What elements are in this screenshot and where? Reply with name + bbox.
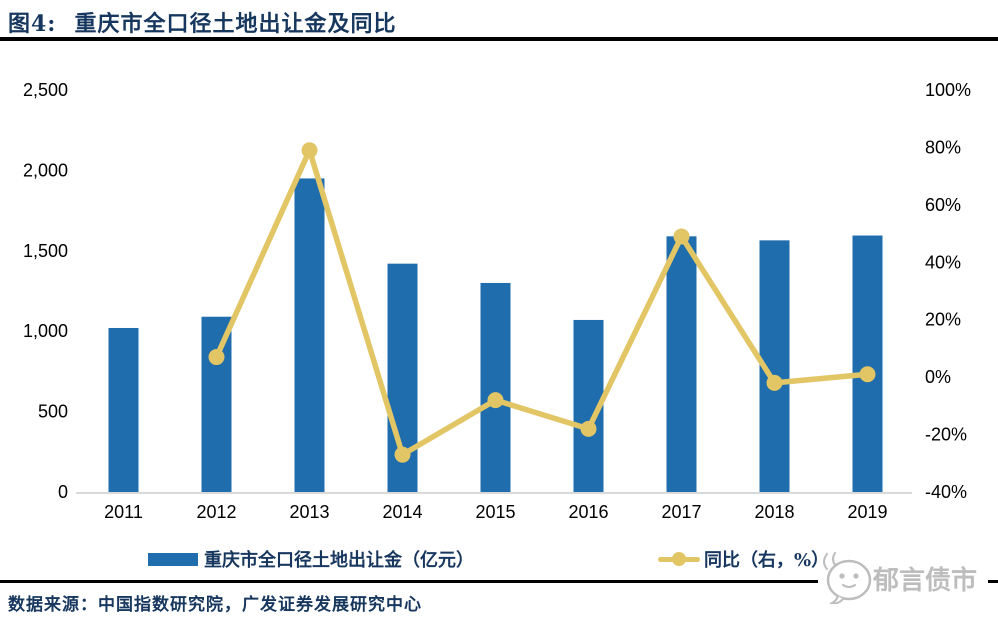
right-axis-tick-40%: 40% xyxy=(925,252,961,272)
x-axis-label-2015: 2015 xyxy=(475,502,515,522)
figure-number-label: 图4: xyxy=(8,11,57,37)
legend-item-line-series: 同比（右，%） xyxy=(658,546,829,572)
x-axis-label-2014: 2014 xyxy=(382,502,422,522)
logo-eye-right xyxy=(853,573,859,579)
logo-speech-bubble xyxy=(826,559,872,601)
left-axis-tick-2,000: 2,000 xyxy=(23,160,68,180)
x-axis-label-2013: 2013 xyxy=(289,502,329,522)
chart-title-text: 重庆市全口径土地出让金及同比 xyxy=(74,11,397,37)
bar-2015 xyxy=(480,282,511,492)
chart-legend: 重庆市全口径土地出让金（亿元） 同比（右，%） xyxy=(0,542,998,574)
bar-2017 xyxy=(666,236,697,492)
line-series-swatch xyxy=(658,552,700,566)
yoy-marker-2012 xyxy=(208,349,225,366)
legend-item-bar-series: 重庆市全口径土地出让金（亿元） xyxy=(148,546,474,572)
right-axis-tick-100%: 100% xyxy=(925,80,971,100)
right-axis-tick-0%: 0% xyxy=(925,367,951,387)
x-axis-label-2019: 2019 xyxy=(847,502,887,522)
bar-2012 xyxy=(201,316,232,492)
bar-series-label: 重庆市全口径土地出让金（亿元） xyxy=(204,550,474,571)
chart-title: 图4: 重庆市全口径土地出让金及同比 xyxy=(8,6,396,38)
yoy-line xyxy=(213,147,871,458)
x-axis-label-2017: 2017 xyxy=(661,502,701,522)
x-axis-label-2011: 2011 xyxy=(104,502,143,522)
line-series-label: 同比（右，%） xyxy=(704,550,830,571)
yoy-marker-2013 xyxy=(301,142,318,159)
left-axis-tick-1,500: 1,500 xyxy=(23,241,68,261)
bar-2019 xyxy=(852,235,883,493)
left-axis-tick-500: 500 xyxy=(38,402,68,422)
logo-text: 郁言债市 xyxy=(872,565,977,596)
bar-series-swatch xyxy=(148,552,198,566)
logo-eye-left xyxy=(839,573,845,579)
footer-divider-rule xyxy=(0,580,998,583)
logo-mouth xyxy=(842,584,856,588)
yoy-marker-2015 xyxy=(487,392,504,409)
right-axis-tick-20%: 20% xyxy=(925,310,961,330)
left-axis-tick-2,500: 2,500 xyxy=(23,80,68,100)
x-axis-label-2016: 2016 xyxy=(568,502,608,522)
left-axis-tick-0: 0 xyxy=(58,482,68,502)
x-axis-label-2012: 2012 xyxy=(196,502,236,522)
yoy-marker-2018 xyxy=(766,374,783,391)
yoy-marker-2019 xyxy=(859,366,876,383)
x-axis-label-2018: 2018 xyxy=(754,502,794,522)
logo-arc-right xyxy=(832,552,836,566)
title-divider-rule xyxy=(0,37,998,41)
combo-chart-svg: 2,500 2,000 1,500 1,000 500 0 100% 80% 60% 40% 20%… xyxy=(23,80,971,522)
right-axis-tick-60%: 60% xyxy=(925,195,961,215)
yoy-marker-2014 xyxy=(394,446,411,463)
left-axis-tick-1,000: 1,000 xyxy=(23,321,68,341)
line-series-swatch-marker xyxy=(672,552,686,566)
brand-watermark-svg: 郁言债市 xyxy=(823,552,977,605)
bar-2011 xyxy=(108,327,139,492)
right-axis-tick--40%: -40% xyxy=(925,482,967,502)
data-source-note: 数据来源：中国指数研究院，广发证券发展研究中心 xyxy=(8,595,422,615)
yoy-marker-2017 xyxy=(673,228,690,245)
brand-watermark: 郁言债市 xyxy=(818,552,988,605)
right-axis-tick--20%: -20% xyxy=(925,425,967,445)
logo-arc-left xyxy=(823,553,828,570)
combo-chart-area: 2,500 2,000 1,500 1,000 500 0 100% 80% 60% 40% 20%… xyxy=(0,60,998,535)
yoy-marker-2016 xyxy=(580,420,597,437)
right-axis-tick-80%: 80% xyxy=(925,137,961,157)
bar-2013 xyxy=(294,178,325,492)
